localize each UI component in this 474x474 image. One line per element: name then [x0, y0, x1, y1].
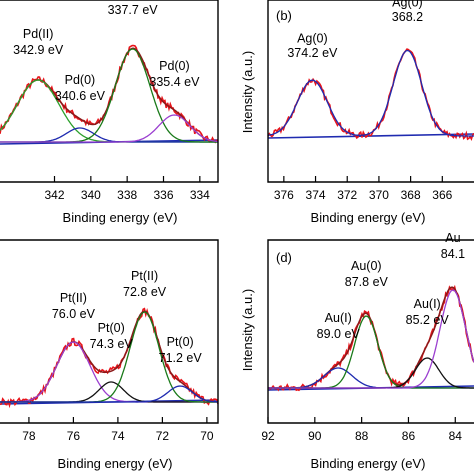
peak-annotation: Pt(0): [98, 321, 125, 335]
peak-annotation: 84.1: [441, 247, 465, 261]
au-curves: [267, 284, 474, 392]
peak-annotation: 335.4 eV: [149, 75, 200, 89]
peak-annotation: 368.2: [392, 10, 423, 24]
au-x-axis-label: Binding energy (eV): [311, 456, 426, 471]
x-tick-label: 88: [355, 429, 369, 443]
x-tick-label: 366: [432, 188, 452, 202]
raw-spectrum-line: [267, 48, 474, 142]
panel-ag: 376 374 372 370 368 366 Ag(0)374.2 eVAg(0)368…: [240, 0, 474, 225]
peak-annotation: Pd(0): [65, 73, 96, 87]
pt-x-ticks: 78 76 74 72 70: [22, 417, 214, 443]
ag-x-ticks: 376 374 372 370 368 366: [274, 176, 453, 202]
fit-component-line: [0, 79, 218, 143]
peak-annotation: Au(I): [325, 311, 352, 325]
peak-annotation: Ag(0): [392, 0, 423, 9]
au-axes-frame: [267, 239, 474, 424]
pd-axes-frame: [0, 0, 219, 183]
au-panel-label: (d): [276, 250, 292, 265]
ag-x-axis-label: Binding energy (eV): [311, 210, 426, 225]
pd-x-ticks: 342 340 338 336 334: [44, 176, 210, 202]
x-tick-label: 72: [156, 429, 170, 443]
raw-spectrum-line: [0, 307, 219, 409]
pd-annotations: Pd(II) 342.9 eV Pd(0) 340.6 eV Pd(II) 337.7 e…: [13, 0, 200, 103]
peak-annotation: 342.9 eV: [13, 43, 64, 57]
au-x-ticks: 92 90 88 86 84: [261, 417, 462, 443]
x-tick-label: 70: [200, 429, 214, 443]
pd-curves: [0, 44, 219, 145]
ag-axes-frame: [267, 0, 474, 183]
x-tick-label: 340: [81, 188, 101, 202]
peak-annotation: Pt(0): [167, 335, 194, 349]
peak-annotation: Ag(0): [297, 31, 328, 45]
ag-curves: [267, 48, 474, 142]
peak-annotation: Pd(II): [23, 27, 54, 41]
x-tick-label: 334: [190, 188, 210, 202]
pt-x-axis-label: Binding energy (eV): [58, 456, 173, 471]
peak-annotation: 87.8 eV: [345, 275, 389, 289]
peak-annotation: Pd(II): [117, 0, 148, 1]
x-tick-label: 78: [22, 429, 36, 443]
pd-x-axis-label: Binding energy (eV): [63, 210, 178, 225]
x-tick-label: 372: [337, 188, 357, 202]
x-tick-label: 338: [117, 188, 137, 202]
peak-annotation: Au(I): [414, 297, 441, 311]
fit-component-line: [268, 289, 474, 389]
peak-annotation: 89.0 eV: [317, 327, 361, 341]
x-tick-label: 76: [67, 429, 81, 443]
fit-component-line: [0, 114, 219, 143]
peak-annotation: Au: [445, 231, 460, 245]
pt-curves: [0, 307, 219, 409]
peak-annotation: 340.6 eV: [55, 89, 106, 103]
fit-envelope-line: [267, 49, 474, 137]
x-tick-label: 342: [44, 188, 64, 202]
peak-annotation: 374.2 eV: [287, 46, 338, 60]
peak-annotation: Pt(II): [60, 291, 87, 305]
peak-annotation: 337.7 eV: [108, 3, 159, 17]
ag-panel-label: (b): [276, 8, 292, 23]
peak-annotation: 76.0 eV: [52, 307, 96, 321]
x-tick-label: 74: [111, 429, 125, 443]
fit-component-line: [268, 357, 474, 389]
peak-annotation: 85.2 eV: [406, 313, 450, 327]
peak-annotation: Au(0): [351, 259, 382, 273]
x-tick-label: 90: [308, 429, 322, 443]
x-tick-label: 336: [153, 188, 173, 202]
fit-envelope-line: [268, 286, 474, 389]
au-annotations: Au(I) 89.0 eV Au(0) 87.8 eV Au(I) 85.2 eV Au 84…: [317, 231, 465, 341]
peak-annotation: 71.2 eV: [159, 351, 203, 365]
x-tick-label: 376: [274, 188, 294, 202]
panel-pd: 342 340 338 336 334 Pd(II) 342.9 eV Pd(0) 340.6…: [0, 0, 219, 225]
peak-annotation: 72.8 eV: [123, 285, 167, 299]
x-tick-label: 374: [306, 188, 326, 202]
peak-annotation: Pd(0): [159, 59, 190, 73]
x-tick-label: 368: [401, 188, 421, 202]
au-y-axis-label: Intensity (a.u.): [240, 289, 255, 371]
fit-component-line: [268, 367, 474, 389]
peak-annotation: 74.3 eV: [90, 337, 134, 351]
ag-y-axis-label: Intensity (a.u.): [240, 51, 255, 133]
pt-axes-frame: [0, 239, 219, 424]
x-tick-label: 92: [261, 429, 275, 443]
fit-component-line: [0, 385, 219, 403]
x-tick-label: 370: [369, 188, 389, 202]
peak-annotation: Pt(II): [131, 269, 158, 283]
x-tick-label: 84: [449, 429, 463, 443]
x-tick-label: 86: [402, 429, 416, 443]
